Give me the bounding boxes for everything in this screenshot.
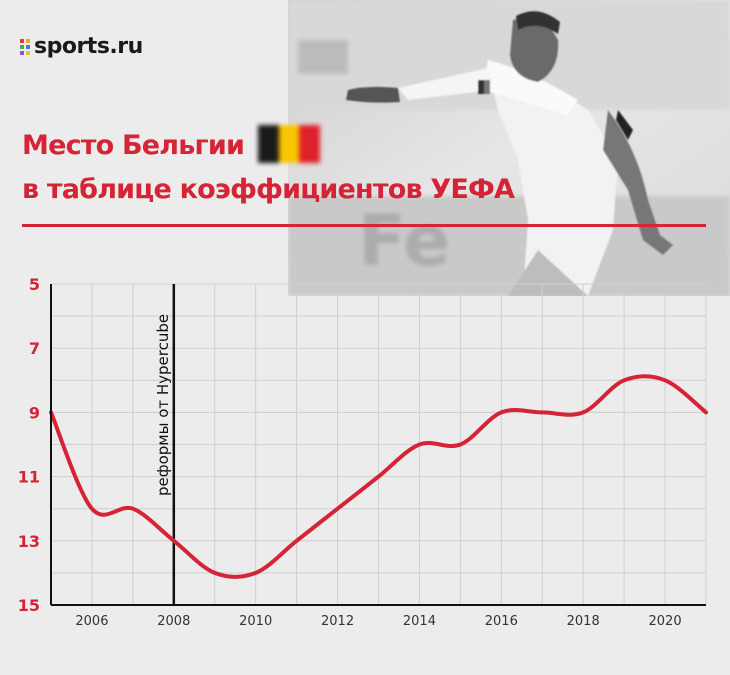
x-tick-label: 2006 (75, 614, 108, 629)
y-tick-label: 15 (18, 596, 40, 615)
x-tick-label: 2010 (239, 614, 272, 629)
y-tick-label: 13 (18, 532, 40, 551)
y-tick-label: 11 (18, 468, 40, 487)
logo-dots-icon (20, 38, 30, 55)
chart-grid (51, 283, 707, 606)
y-tick-label: 7 (29, 339, 40, 358)
title-line-1-text: Место Бельгии (22, 130, 245, 161)
x-tick-label: 2014 (403, 614, 436, 629)
title-divider (22, 224, 706, 227)
svg-text:Fe: Fe (358, 200, 450, 282)
logo-dot (20, 50, 24, 55)
x-tick-label: 2008 (157, 614, 190, 629)
chart-title: Место Бельгии в таблице коэффициентов УЕ… (22, 124, 515, 212)
x-tick-label: 2020 (649, 614, 682, 629)
logo-dot (26, 38, 30, 43)
logo-dot (20, 44, 24, 49)
y-tick-label: 5 (29, 275, 40, 294)
x-tick-label: 2018 (567, 614, 600, 629)
y-axis-ticks: 5 7 9 11 13 15 (18, 275, 40, 615)
title-line-1: Место Бельгии (22, 124, 514, 168)
annotation-label: реформы от Hypercube (154, 314, 172, 496)
logo-dot (20, 38, 24, 43)
belgium-flag-icon (258, 124, 321, 163)
player-photo: Fe (288, 0, 730, 296)
logo-dot (26, 50, 30, 55)
y-tick-label: 9 (29, 403, 40, 422)
x-axis-ticks: 2006 2008 2010 2012 2014 2016 2018 2020 (75, 614, 681, 629)
annotation: реформы от Hypercube (154, 284, 176, 605)
series-line (49, 374, 708, 579)
x-tick-label: 2012 (321, 614, 354, 629)
logo-dot (26, 44, 30, 49)
brand-name: sports.ru (34, 34, 143, 59)
title-line-2: в таблице коэффициентов УЕФА (22, 174, 515, 205)
x-tick-label: 2016 (485, 614, 518, 629)
brand-logo: sports.ru (20, 34, 143, 59)
